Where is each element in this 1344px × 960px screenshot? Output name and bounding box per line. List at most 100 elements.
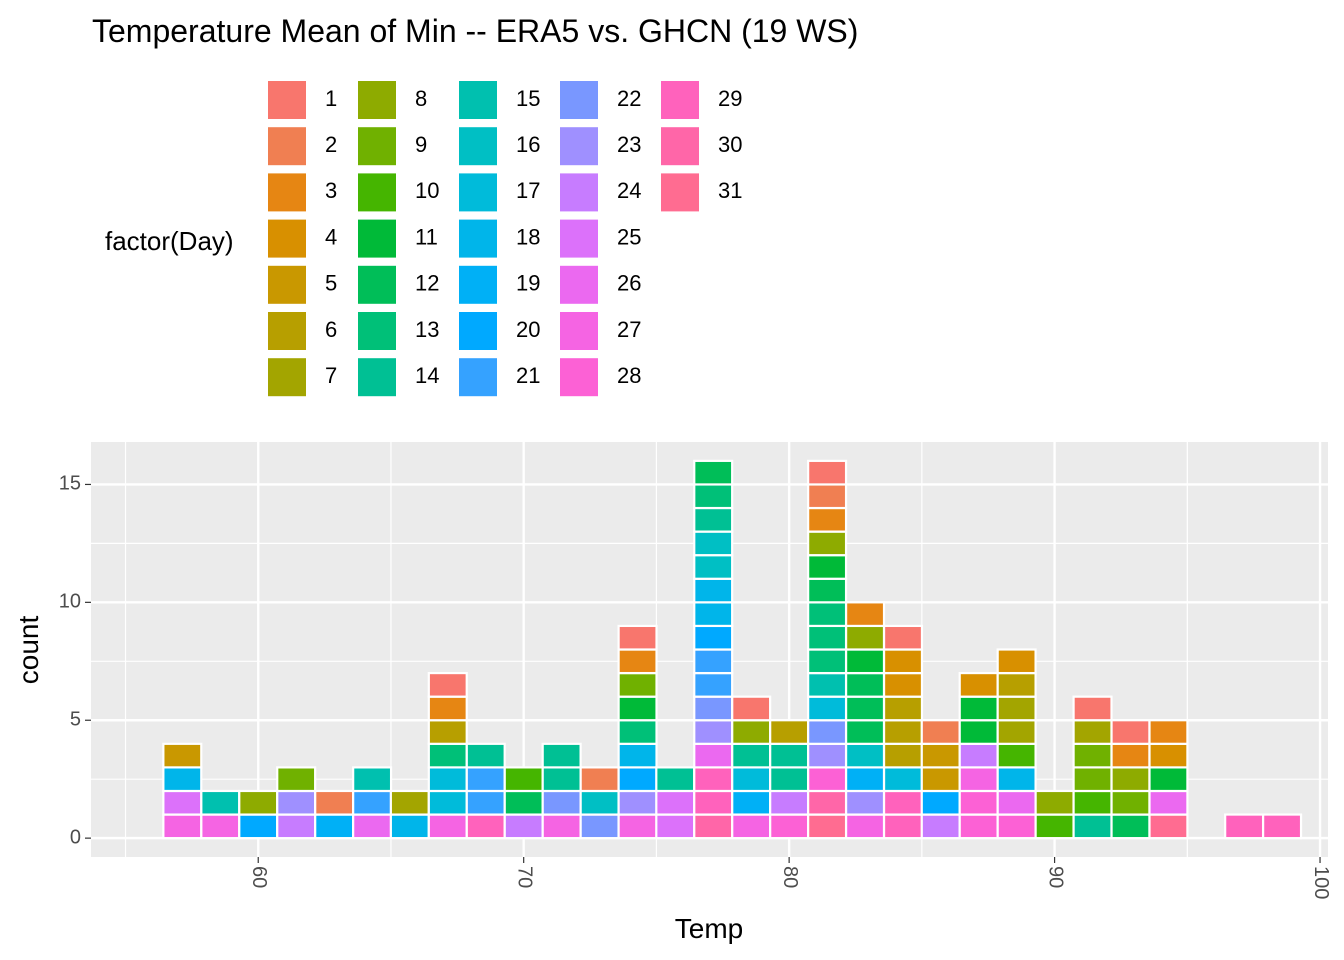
bar-segment-day-27 (427, 813, 468, 840)
legend-label-day-25: 25 (617, 224, 641, 249)
bar-segment-day-1 (807, 459, 848, 486)
bar-segment-day-24 (920, 813, 961, 840)
legend-key-day-10 (356, 171, 398, 214)
legend-label-day-2: 2 (325, 132, 337, 157)
bar-segment-day-20 (920, 789, 961, 816)
bar-segment-day-3 (807, 506, 848, 533)
legend-label-day-5: 5 (325, 271, 337, 296)
bar-segment-day-23 (807, 742, 848, 769)
legend-key-day-30 (659, 125, 701, 168)
legend-key-day-26 (558, 263, 600, 306)
legend-key-day-29 (659, 79, 701, 121)
bar-segment-day-18 (693, 601, 734, 628)
legend-label-day-28: 28 (617, 363, 641, 388)
bar-segment-day-23 (845, 789, 886, 816)
bar-segment-day-12 (845, 719, 886, 745)
bar-segment-day-28 (958, 789, 999, 816)
bar-segment-day-6 (769, 719, 810, 745)
legend-key-day-25 (558, 217, 600, 260)
y-tick-label: 5 (70, 709, 81, 731)
y-tick-label: 10 (59, 591, 81, 613)
bar-segment-day-12 (693, 459, 734, 486)
legend-label-day-12: 12 (415, 271, 439, 296)
bar-segment-day-25 (655, 813, 696, 840)
bar-segment-day-30 (693, 813, 734, 840)
bar-segment-day-29 (882, 813, 924, 840)
x-tick-label: 80 (779, 866, 801, 888)
bar-segment-day-26 (352, 813, 393, 840)
bar-segment-day-7 (996, 695, 1037, 722)
bar-segment-day-28 (958, 813, 999, 840)
bar-segment-day-27 (200, 813, 241, 840)
bar-segment-day-15 (352, 766, 393, 793)
bar-segment-day-13 (807, 648, 848, 675)
bar-segment-day-23 (693, 719, 734, 745)
bar-segment-day-6 (882, 742, 924, 769)
bar-segment-day-14 (541, 742, 582, 769)
legend-key-day-19 (457, 263, 499, 306)
bar-segment-day-3 (1148, 719, 1189, 745)
bar-segment-day-15 (807, 671, 848, 698)
legend-key-day-3 (266, 171, 308, 214)
bar-segment-day-9 (276, 766, 317, 793)
legend-label-day-6: 6 (325, 317, 337, 342)
legend-label-day-7: 7 (325, 363, 337, 388)
bar-segment-day-14 (1072, 813, 1113, 840)
legend-label-day-9: 9 (415, 132, 427, 157)
legend-label-day-26: 26 (617, 271, 641, 296)
bar-segment-day-22 (541, 789, 582, 816)
bar-segment-day-29 (882, 789, 924, 816)
legend-key-day-28 (558, 356, 600, 399)
bar-segment-day-4 (882, 648, 924, 675)
legend-label-day-19: 19 (516, 271, 540, 296)
legend-key-day-17 (457, 171, 499, 214)
y-tick-label: 15 (59, 473, 81, 495)
y-axis: 0 5 10 15 (59, 473, 91, 848)
bar-segment-day-8 (807, 530, 848, 557)
legend-key-day-7 (266, 356, 308, 399)
bar-segment-day-17 (882, 766, 924, 793)
bar-segment-day-12 (503, 789, 544, 816)
bar-segment-day-14 (465, 742, 506, 769)
legend-label-day-13: 13 (415, 317, 439, 342)
bar-segment-day-10 (1034, 813, 1075, 840)
chart-title: Temperature Mean of Min -- ERA5 vs. GHCN… (92, 13, 858, 49)
bar-segment-day-10 (503, 766, 544, 793)
bar-segment-day-27 (845, 813, 886, 840)
bar-segment-day-14 (731, 742, 772, 769)
bar-segment-day-4 (882, 671, 924, 698)
legend-key-day-5 (266, 263, 308, 306)
bar-segment-day-6 (427, 719, 468, 745)
bar-segment-day-2 (807, 483, 848, 510)
bar-segment-day-8 (238, 789, 279, 816)
bar-segment-day-9 (1072, 742, 1113, 769)
bar-segment-day-18 (617, 742, 658, 769)
bar-segment-day-27 (958, 766, 999, 793)
legend-label-day-8: 8 (415, 86, 427, 111)
bar-segment-day-26 (996, 789, 1037, 816)
bar-segment-day-28 (807, 766, 848, 793)
legend-key-day-12 (356, 263, 398, 306)
bar-segment-day-12 (845, 671, 886, 698)
bar-segment-day-19 (731, 789, 772, 816)
bar-segment-day-22 (693, 695, 734, 722)
bar-segment-day-17 (427, 766, 468, 793)
legend-key-day-15 (457, 79, 499, 121)
legend-label-day-14: 14 (415, 363, 439, 388)
legend: factor(Day) 1234567891011121314151617181… (105, 79, 742, 399)
bar-segment-day-12 (845, 695, 886, 722)
bar-segment-day-18 (693, 577, 734, 604)
bar-segment-day-17 (807, 695, 848, 722)
legend-label-day-21: 21 (516, 363, 540, 388)
bar-segment-day-6 (882, 719, 924, 745)
legend-label-day-24: 24 (617, 178, 641, 203)
bar-segment-day-17 (731, 766, 772, 793)
bar-segment-day-9 (617, 671, 658, 698)
legend-key-day-6 (266, 310, 308, 352)
bar-segment-day-16 (845, 742, 886, 769)
bar-segment-day-17 (427, 789, 468, 816)
bar-segment-day-25 (655, 789, 696, 816)
bar-segment-day-9 (1110, 789, 1151, 816)
legend-key-day-27 (558, 310, 600, 352)
x-tick-label: 100 (1310, 866, 1332, 899)
